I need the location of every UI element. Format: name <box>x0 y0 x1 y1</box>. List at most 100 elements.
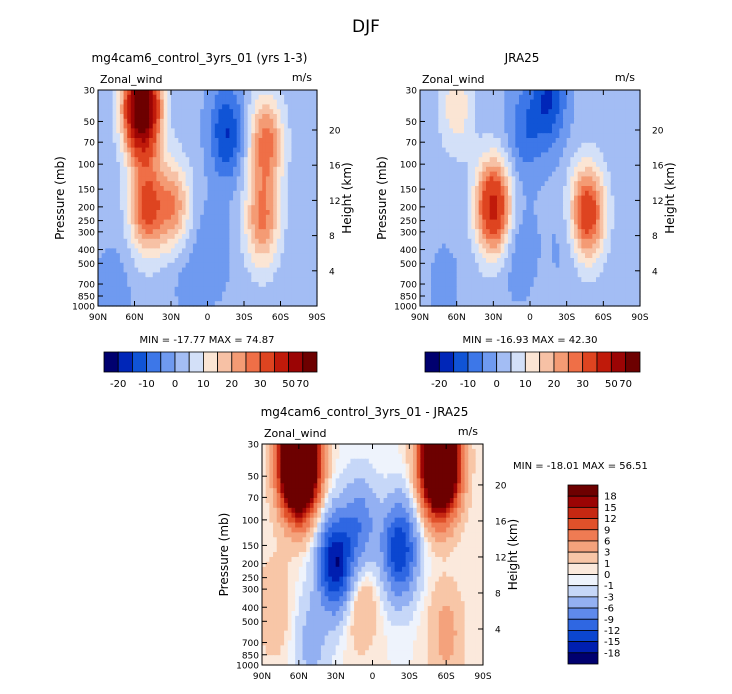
contour-cell <box>259 282 263 287</box>
contour-cell <box>310 148 314 153</box>
contour-cell <box>273 152 277 157</box>
contour-cell <box>167 186 171 191</box>
contour-cell <box>497 152 501 157</box>
contour-cell <box>548 258 552 263</box>
contour-cell <box>501 186 505 191</box>
contour-cell <box>471 95 475 100</box>
contour-cell <box>98 215 102 220</box>
contour-cell <box>508 119 512 124</box>
contour-cell <box>508 172 512 177</box>
contour-cell <box>541 258 545 263</box>
contour-cell <box>131 239 135 244</box>
contour-cell <box>299 167 303 172</box>
contour-cell <box>218 220 222 225</box>
contour-cell <box>607 100 611 105</box>
contour-cell <box>475 167 479 172</box>
contour-cell <box>116 114 120 119</box>
contour-cell <box>233 152 237 157</box>
contour-cell <box>530 152 534 157</box>
contour-cell <box>116 162 120 167</box>
contour-cell <box>291 128 295 133</box>
contour-cell <box>186 196 190 201</box>
contour-cell <box>427 138 431 143</box>
contour-cell <box>197 157 201 162</box>
contour-cell <box>578 205 582 210</box>
contour-cell <box>427 205 431 210</box>
contour-cell <box>493 176 497 181</box>
contour-cell <box>504 186 508 191</box>
contour-cell <box>211 258 215 263</box>
contour-cell <box>475 114 479 119</box>
contour-cell <box>453 244 457 249</box>
contour-cell <box>574 109 578 114</box>
contour-cell <box>113 162 117 167</box>
contour-cell <box>589 263 593 268</box>
contour-cell <box>124 277 128 282</box>
contour-cell <box>420 253 424 258</box>
contour-cell <box>600 210 604 215</box>
contour-cell <box>302 258 306 263</box>
contour-cell <box>629 148 633 153</box>
contour-cell <box>145 181 149 186</box>
contour-cell <box>211 95 215 100</box>
contour-cell <box>127 200 131 205</box>
contour-cell <box>270 210 274 215</box>
contour-cell <box>171 268 175 273</box>
contour-cell <box>116 176 120 181</box>
contour-cell <box>460 172 464 177</box>
contour-cell <box>482 138 486 143</box>
contour-cell <box>259 292 263 297</box>
contour-cell <box>171 176 175 181</box>
contour-cell <box>299 138 303 143</box>
contour-cell <box>603 109 607 114</box>
contour-cell <box>153 95 157 100</box>
contour-cell <box>581 215 585 220</box>
contour-cell <box>281 253 285 258</box>
contour-cell <box>306 172 310 177</box>
contour-cell <box>233 90 237 95</box>
contour-cell <box>578 253 582 258</box>
contour-cell <box>255 152 259 157</box>
contour-cell <box>105 90 109 95</box>
contour-cell <box>611 167 615 172</box>
contour-cell <box>530 253 534 258</box>
contour-cell <box>156 133 160 138</box>
contour-cell <box>471 200 475 205</box>
contour-cell <box>567 128 571 133</box>
contour-cell <box>486 157 490 162</box>
contour-cell <box>259 224 263 229</box>
contour-cell <box>310 292 314 297</box>
contour-cell <box>131 186 135 191</box>
contour-cell <box>486 124 490 129</box>
contour-cell <box>156 114 160 119</box>
contour-cell <box>629 172 633 177</box>
contour-cell <box>611 200 615 205</box>
contour-cell <box>175 104 179 109</box>
contour-cell <box>218 181 222 186</box>
contour-cell <box>457 152 461 157</box>
contour-cell <box>603 205 607 210</box>
contour-cell <box>98 148 102 153</box>
contour-cell <box>208 104 212 109</box>
contour-cell <box>497 124 501 129</box>
contour-cell <box>189 234 193 239</box>
contour-cell <box>600 229 604 234</box>
contour-cell <box>113 253 117 258</box>
contour-cell <box>197 152 201 157</box>
contour-cell <box>182 124 186 129</box>
contour-cell <box>523 186 527 191</box>
contour-cell <box>537 157 541 162</box>
contour-cell <box>229 138 233 143</box>
contour-cell <box>208 186 212 191</box>
contour-cell <box>167 253 171 258</box>
contour-cell <box>197 119 201 124</box>
contour-cell <box>98 95 102 100</box>
contour-cell <box>603 104 607 109</box>
contour-cell <box>251 138 255 143</box>
contour-cell <box>508 109 512 114</box>
contour-cell <box>581 196 585 201</box>
contour-cell <box>226 272 230 277</box>
contour-cell <box>248 224 252 229</box>
contour-cell <box>552 176 556 181</box>
contour-cell <box>135 196 139 201</box>
